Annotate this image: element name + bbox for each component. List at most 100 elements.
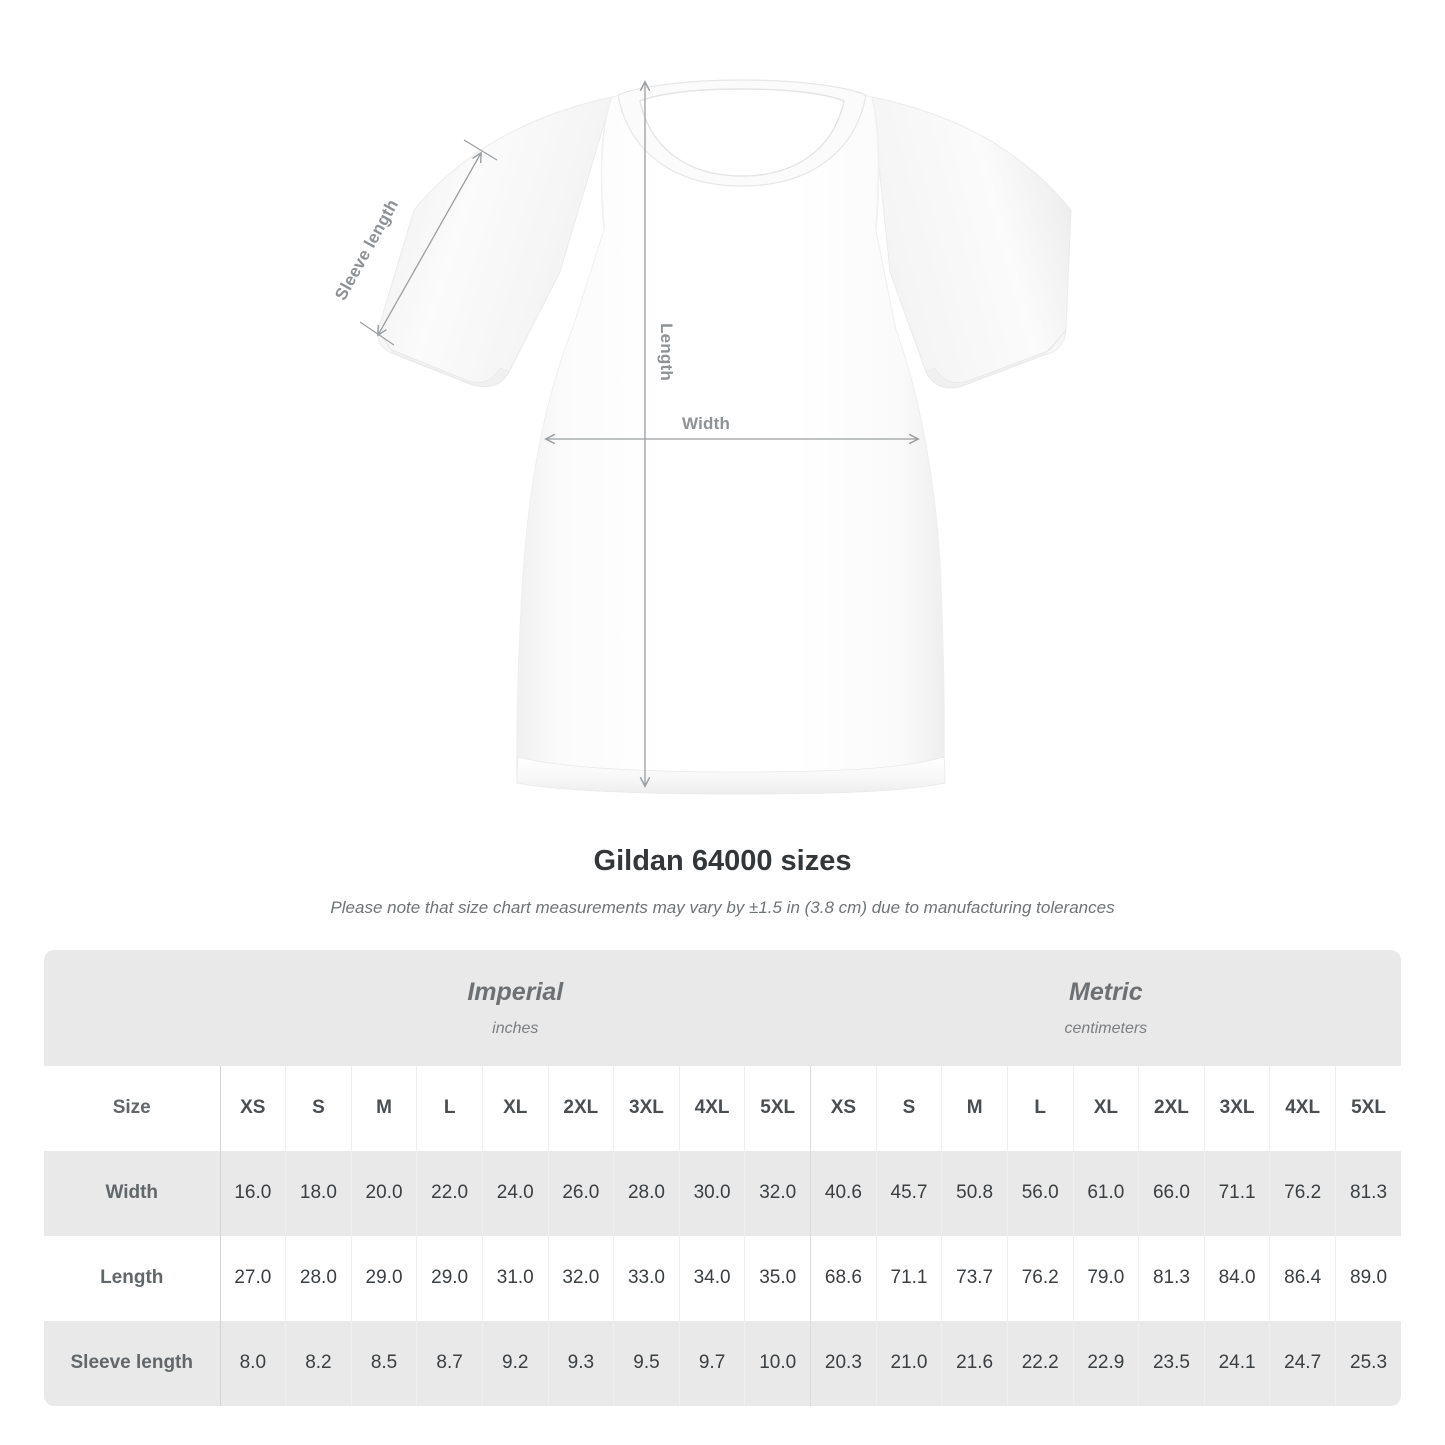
- cell-sleeve-length-imperial-XS: 8.0: [219, 1320, 286, 1406]
- cell-sleeve-length-metric-2XL: 23.5: [1138, 1320, 1205, 1406]
- width-label: Width: [682, 414, 731, 433]
- cell-length-imperial-5XL: 35.0: [744, 1235, 811, 1321]
- cell-sleeve-length-metric-M: 21.6: [941, 1320, 1008, 1406]
- size-header-cell-metric-5XL: 5XL: [1334, 1065, 1402, 1151]
- table-row: Width 16.0 18.0 20.0 22.0 24.0 26.0 28.0 30.0 32.…: [44, 1150, 1402, 1236]
- cell-width-metric-S: 45.7: [875, 1150, 942, 1236]
- left-shoulder-seam: [600, 96, 613, 229]
- size-header-cell-imperial-M: M: [350, 1065, 417, 1151]
- cell-length-metric-S: 71.1: [875, 1235, 942, 1321]
- size-header-row: Size XS S M L XL 2XL 3XL 4XL 5XL XS S M L XL 2XL 3XL 4XL 5…: [44, 1065, 1402, 1151]
- unit-name: Imperial: [467, 977, 564, 1006]
- cell-width-imperial-S: 18.0: [285, 1150, 352, 1236]
- left-sleeve-hem: [377, 329, 510, 387]
- sleeve-tick-bottom: [359, 321, 395, 346]
- cell-length-metric-L: 76.2: [1006, 1235, 1074, 1321]
- size-header-cell-imperial-L: L: [416, 1065, 483, 1151]
- size-header-cell-imperial-XL: XL: [481, 1065, 549, 1151]
- cell-sleeve-length-imperial-5XL: 10.0: [744, 1320, 811, 1406]
- unit-name: Metric: [1069, 977, 1143, 1006]
- cell-length-imperial-XL: 31.0: [481, 1235, 549, 1321]
- cell-length-metric-XL: 79.0: [1072, 1235, 1139, 1321]
- size-table-wrapper: Imperial inches Metric centimeters Size XS S M L…: [44, 949, 1402, 1406]
- cell-length-imperial-S: 28.0: [285, 1235, 352, 1321]
- cell-width-imperial-XS: 16.0: [219, 1150, 286, 1236]
- right-sleeve: [871, 96, 1072, 389]
- cell-length-metric-XS: 68.6: [810, 1235, 877, 1321]
- size-header-cell-imperial-2XL: 2XL: [547, 1065, 614, 1151]
- cell-width-imperial-L: 22.0: [416, 1150, 483, 1236]
- length-label: Length: [656, 323, 676, 381]
- cell-sleeve-length-metric-XS: 20.3: [810, 1320, 877, 1406]
- cell-sleeve-length-metric-L: 22.2: [1006, 1320, 1074, 1406]
- cell-width-imperial-3XL: 28.0: [613, 1150, 680, 1236]
- cell-length-metric-5XL: 89.0: [1334, 1235, 1402, 1321]
- cell-length-imperial-M: 29.0: [350, 1235, 417, 1321]
- cell-sleeve-length-metric-4XL: 24.7: [1269, 1320, 1336, 1406]
- cell-sleeve-length-imperial-S: 8.2: [285, 1320, 352, 1406]
- size-header-cell-metric-XL: XL: [1072, 1065, 1139, 1151]
- unit-subtitle: inches: [492, 1019, 539, 1037]
- table-row: Length 27.0 28.0 29.0 29.0 31.0 32.0 33.0 34.0 35…: [44, 1235, 1402, 1321]
- collar-inner: [639, 88, 845, 177]
- cell-length-imperial-4XL: 34.0: [678, 1235, 745, 1321]
- cell-width-metric-L: 56.0: [1006, 1150, 1074, 1236]
- sleeve-tick-top: [463, 139, 498, 161]
- cell-sleeve-length-imperial-3XL: 9.5: [613, 1320, 680, 1406]
- row-label-sleeve-length: Sleeve length: [44, 1320, 220, 1406]
- unit-header-metric: Metric centimeters: [810, 949, 1402, 1066]
- size-chart-table: Imperial inches Metric centimeters Size XS S M L…: [44, 949, 1402, 1406]
- heading-block: Gildan 64000 sizes Please note that size…: [0, 830, 1445, 919]
- cell-sleeve-length-metric-3XL: 24.1: [1203, 1320, 1270, 1406]
- size-header-cell-metric-XS: XS: [810, 1065, 877, 1151]
- cell-sleeve-length-metric-5XL: 25.3: [1334, 1320, 1402, 1406]
- right-sleeve-hem: [925, 329, 1067, 389]
- cell-sleeve-length-imperial-L: 8.7: [416, 1320, 483, 1406]
- cell-length-imperial-3XL: 33.0: [613, 1235, 680, 1321]
- row-label-width: Width: [44, 1150, 220, 1236]
- row-label-length: Length: [44, 1235, 220, 1321]
- size-header-cell-metric-M: M: [941, 1065, 1008, 1151]
- cell-sleeve-length-imperial-XL: 9.2: [481, 1320, 549, 1406]
- cell-length-metric-4XL: 86.4: [1269, 1235, 1336, 1321]
- size-header-cell-metric-3XL: 3XL: [1203, 1065, 1270, 1151]
- cell-width-imperial-4XL: 30.0: [678, 1150, 745, 1236]
- table-row: Sleeve length 8.0 8.2 8.5 8.7 9.2 9.3 9.5 9.7 10.…: [44, 1320, 1402, 1406]
- cell-sleeve-length-metric-S: 21.0: [875, 1320, 942, 1406]
- cell-length-metric-3XL: 84.0: [1203, 1235, 1270, 1321]
- tshirt-diagram: [359, 79, 1072, 795]
- size-header-cell-metric-S: S: [875, 1065, 942, 1151]
- unit-header-imperial: Imperial inches: [220, 949, 811, 1066]
- cell-length-imperial-2XL: 32.0: [547, 1235, 614, 1321]
- sleeve-arrow: [377, 151, 482, 337]
- cell-width-metric-2XL: 66.0: [1138, 1150, 1205, 1236]
- size-header-cell-imperial-5XL: 5XL: [744, 1065, 811, 1151]
- cell-sleeve-length-imperial-M: 8.5: [350, 1320, 417, 1406]
- cell-length-metric-M: 73.7: [941, 1235, 1008, 1321]
- size-header-cell-metric-4XL: 4XL: [1269, 1065, 1336, 1151]
- cell-width-imperial-5XL: 32.0: [744, 1150, 811, 1236]
- cell-width-imperial-XL: 24.0: [481, 1150, 549, 1236]
- cell-width-imperial-M: 20.0: [350, 1150, 417, 1236]
- shirt-hem: [516, 756, 946, 795]
- cell-sleeve-length-imperial-4XL: 9.7: [678, 1320, 745, 1406]
- cell-length-metric-2XL: 81.3: [1138, 1235, 1205, 1321]
- cell-width-metric-XS: 40.6: [810, 1150, 877, 1236]
- size-header-cell-imperial-S: S: [285, 1065, 352, 1151]
- unit-subtitle: centimeters: [1064, 1019, 1148, 1037]
- page-title: Gildan 64000 sizes: [593, 845, 852, 877]
- size-header-cell-metric-L: L: [1006, 1065, 1074, 1151]
- size-header-cell-imperial-4XL: 4XL: [678, 1065, 745, 1151]
- size-header-cell-imperial-XS: XS: [219, 1065, 286, 1151]
- right-shoulder-seam: [871, 96, 880, 229]
- size-header-cell-metric-2XL: 2XL: [1138, 1065, 1205, 1151]
- cell-length-imperial-XS: 27.0: [219, 1235, 286, 1321]
- size-header-cell-imperial-3XL: 3XL: [613, 1065, 680, 1151]
- cell-sleeve-length-imperial-2XL: 9.3: [547, 1320, 614, 1406]
- unit-band-row: Imperial inches Metric centimeters: [44, 949, 1402, 1066]
- cell-width-metric-M: 50.8: [941, 1150, 1008, 1236]
- cell-length-imperial-L: 29.0: [416, 1235, 483, 1321]
- cell-sleeve-length-metric-XL: 22.9: [1072, 1320, 1139, 1406]
- cell-width-metric-XL: 61.0: [1072, 1150, 1139, 1236]
- tolerance-note: Please note that size chart measurements…: [330, 897, 1115, 917]
